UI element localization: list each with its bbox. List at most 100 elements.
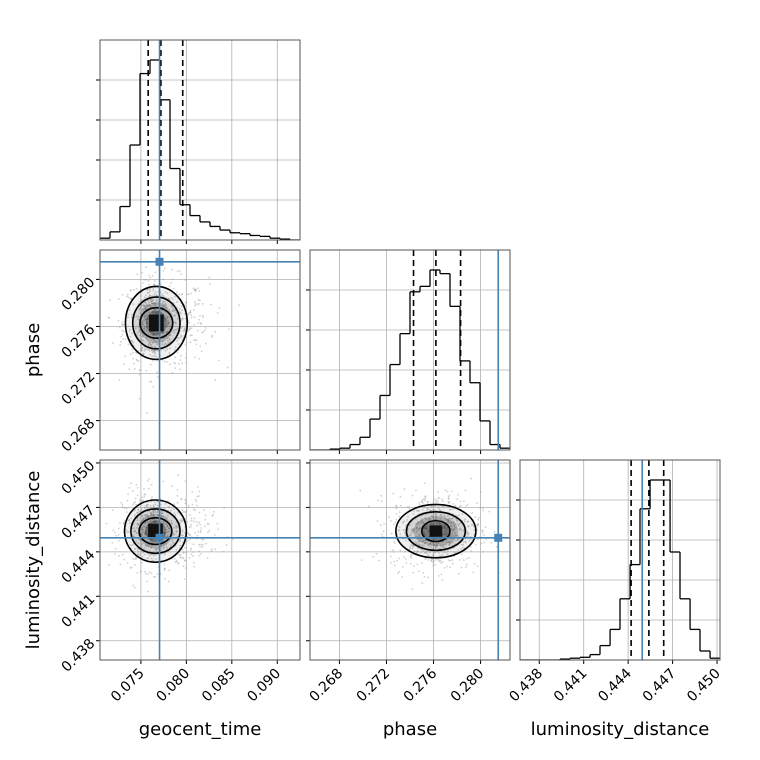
sample-point [141,542,143,545]
sample-point [166,514,169,517]
sample-point [417,522,419,525]
sample-point [166,315,169,318]
sample-point [127,325,130,328]
sample-point [143,296,146,299]
sample-point [172,287,175,290]
sample-point [145,326,148,329]
sample-point [154,576,157,578]
sample-point [132,584,134,587]
sample-point [177,327,179,330]
sample-point [377,499,379,502]
y-axis-label-phase: phase [23,323,44,377]
sample-point [155,541,157,544]
panel-phase-vs-luminosity-distance: 0.268 0.272 0.276 0.280 [306,459,511,705]
sample-point [140,544,143,546]
sample-point [152,350,155,353]
sample-point [214,330,217,333]
sample-point [137,542,140,545]
sample-point [439,517,442,520]
sample-point [162,305,164,308]
sample-point [156,343,158,346]
sample-point [157,311,159,314]
sample-point [115,534,118,537]
sample-point [166,535,169,538]
sample-point [130,482,133,484]
sample-point [188,328,191,331]
sample-point [136,522,139,525]
sample-point [138,329,141,332]
sample-point [128,309,131,311]
sample-point [145,294,147,297]
sample-point [143,316,146,319]
sample-point [180,327,183,330]
sample-point [134,497,137,500]
sample-point [176,488,179,491]
sample-point [173,362,176,364]
sample-point [474,543,477,546]
sample-point [148,554,151,557]
sample-point [179,311,181,314]
sample-point [184,511,186,513]
sample-point [462,529,465,532]
sample-point [456,493,459,496]
sample-point [165,331,168,333]
sample-point [438,522,441,524]
sample-point [451,541,454,543]
sample-point [441,561,444,564]
sample-point [420,500,423,503]
contour-line [123,499,188,564]
sample-point [399,533,402,536]
sample-point [211,515,214,517]
truth-marker [494,533,503,542]
sample-point [148,295,151,298]
sample-point [181,509,184,511]
sample-point [173,511,176,514]
sample-point [190,327,193,330]
sample-point [446,553,449,555]
sample-point [460,547,462,550]
sample-point [149,276,152,279]
sample-point [432,543,435,546]
sample-point [179,539,181,541]
sample-point [151,559,153,562]
sample-point [123,506,126,509]
x-tick-label: 0.276 [401,665,441,705]
sample-point [132,303,135,306]
sample-point [141,533,144,536]
sample-point [181,519,183,522]
sample-point [421,500,423,502]
sample-point [137,509,140,512]
sample-point [154,352,157,355]
sample-point [446,528,449,531]
sample-point [163,532,166,535]
sample-point [434,512,437,515]
sample-point [137,552,140,555]
sample-point [404,534,407,537]
sample-point [424,551,427,554]
sample-point [157,514,159,517]
truth-marker [155,257,164,266]
panel-frame [519,459,721,661]
sample-point [173,314,175,317]
sample-point [193,316,196,319]
sample-point [376,520,379,522]
sample-point [162,480,165,483]
sample-point [172,330,175,332]
sample-point [133,548,136,551]
sample-point [208,276,211,279]
sample-point [430,558,433,560]
sample-point [146,533,149,536]
sample-point [425,509,428,512]
contour-line [139,306,174,340]
sample-point [180,312,182,315]
sample-point [201,314,204,317]
sample-point [424,558,427,560]
sample-point [146,529,149,532]
sample-point [190,553,193,556]
sample-point [176,525,179,528]
sample-point [152,333,155,336]
sample-point [160,309,163,312]
sample-point [461,546,464,549]
x-tick-label: 0.450 [684,666,724,706]
